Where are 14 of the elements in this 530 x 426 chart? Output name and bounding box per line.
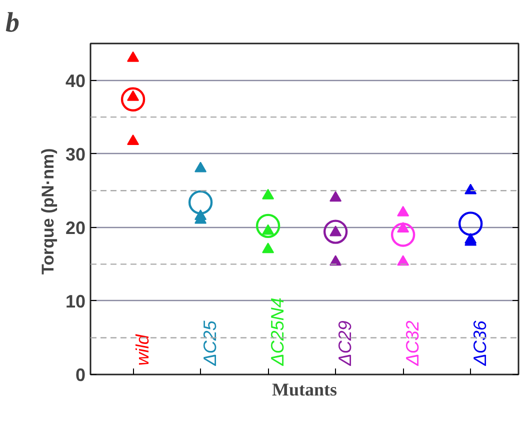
x-tick-label: ΔC36 bbox=[470, 320, 490, 367]
y-tick-label: 20 bbox=[65, 218, 86, 238]
x-tick-label: ΔC25 bbox=[200, 320, 220, 367]
y-axis-title: Torque (pN·nm) bbox=[38, 148, 58, 274]
x-tick-label: ΔC25N4 bbox=[267, 298, 288, 367]
y-tick-label: 30 bbox=[65, 144, 86, 164]
y-tick-label: 0 bbox=[75, 365, 86, 385]
chart-title: b bbox=[6, 8, 20, 38]
x-tick-label: ΔC32 bbox=[402, 320, 423, 367]
x-axis-title: Mutants bbox=[272, 380, 338, 400]
x-tick-label: wild bbox=[132, 334, 152, 366]
y-tick-label: 10 bbox=[65, 291, 86, 312]
x-tick-label: ΔC29 bbox=[335, 320, 356, 367]
y-tick-label: 40 bbox=[65, 70, 86, 91]
